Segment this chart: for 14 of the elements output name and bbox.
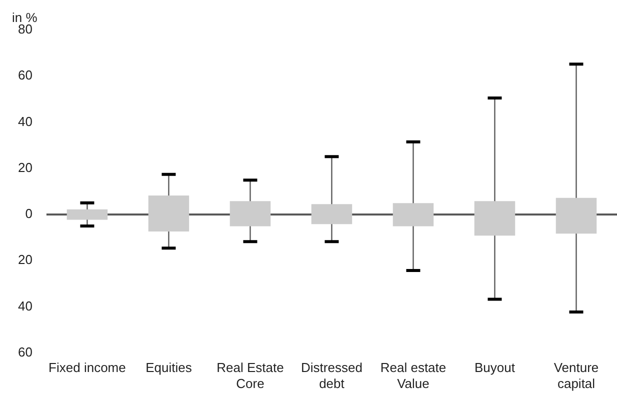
x-tick-label: Venture capital bbox=[554, 360, 599, 391]
y-tick-label: 0 bbox=[25, 206, 32, 222]
x-tick-label: Fixed income bbox=[48, 360, 126, 376]
y-tick-label: 40 bbox=[18, 298, 32, 314]
y-tick-label: 60 bbox=[18, 344, 32, 360]
y-tick-label: 60 bbox=[18, 68, 32, 83]
x-tick-label: Distressed debt bbox=[301, 360, 362, 391]
x-tick-label: Buyout bbox=[474, 360, 516, 376]
x-tick-label: Equities bbox=[146, 360, 192, 376]
y-tick-label: 40 bbox=[18, 114, 32, 129]
x-tick-label: Real Estate Core bbox=[216, 360, 284, 391]
x-tick-label: Real estate Value bbox=[380, 360, 446, 391]
y-tick-label: 20 bbox=[18, 160, 32, 175]
y-tick-label: 20 bbox=[18, 252, 32, 268]
